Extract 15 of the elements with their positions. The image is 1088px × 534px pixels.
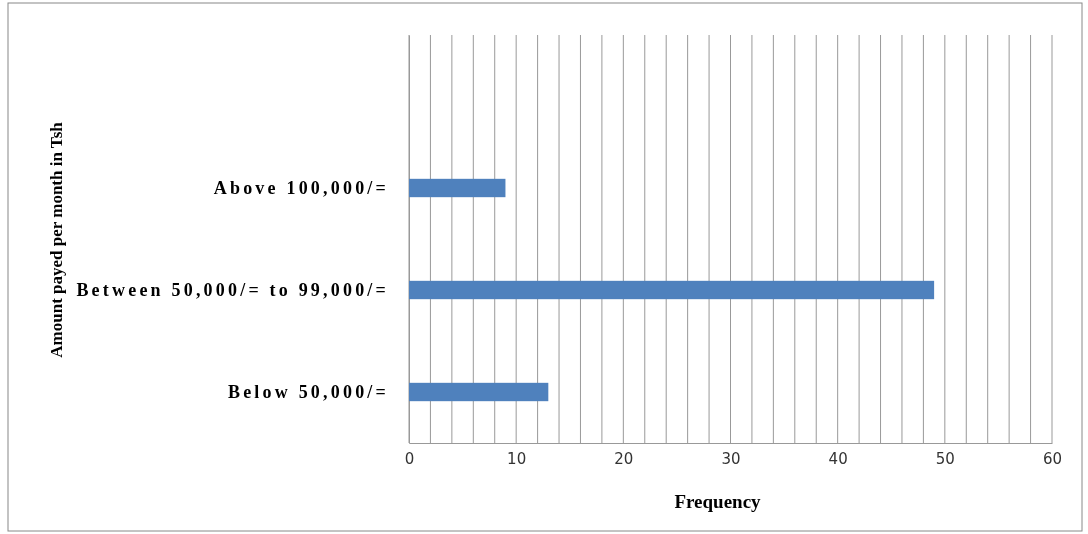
bar — [409, 382, 549, 402]
x-tick-label: 10 — [507, 449, 527, 468]
x-tick-label: 60 — [1042, 449, 1063, 468]
x-tick-label: 0 — [404, 449, 415, 468]
y-axis-title: Amount payed per month in Tsh — [47, 121, 66, 358]
x-axis-title: Frequency — [674, 491, 762, 512]
bar — [409, 280, 935, 300]
y-tick-label: Below 50,000/= — [227, 381, 389, 402]
x-tick-label: 20 — [614, 449, 634, 468]
y-tick-label: Between 50,000/= to 99,000/= — [76, 279, 389, 300]
x-tick-label: 30 — [721, 449, 741, 468]
x-tick-label: 50 — [935, 449, 955, 468]
y-tick-label: Above 100,000/= — [213, 177, 389, 198]
bar — [409, 178, 506, 198]
x-tick-label: 40 — [828, 449, 848, 468]
